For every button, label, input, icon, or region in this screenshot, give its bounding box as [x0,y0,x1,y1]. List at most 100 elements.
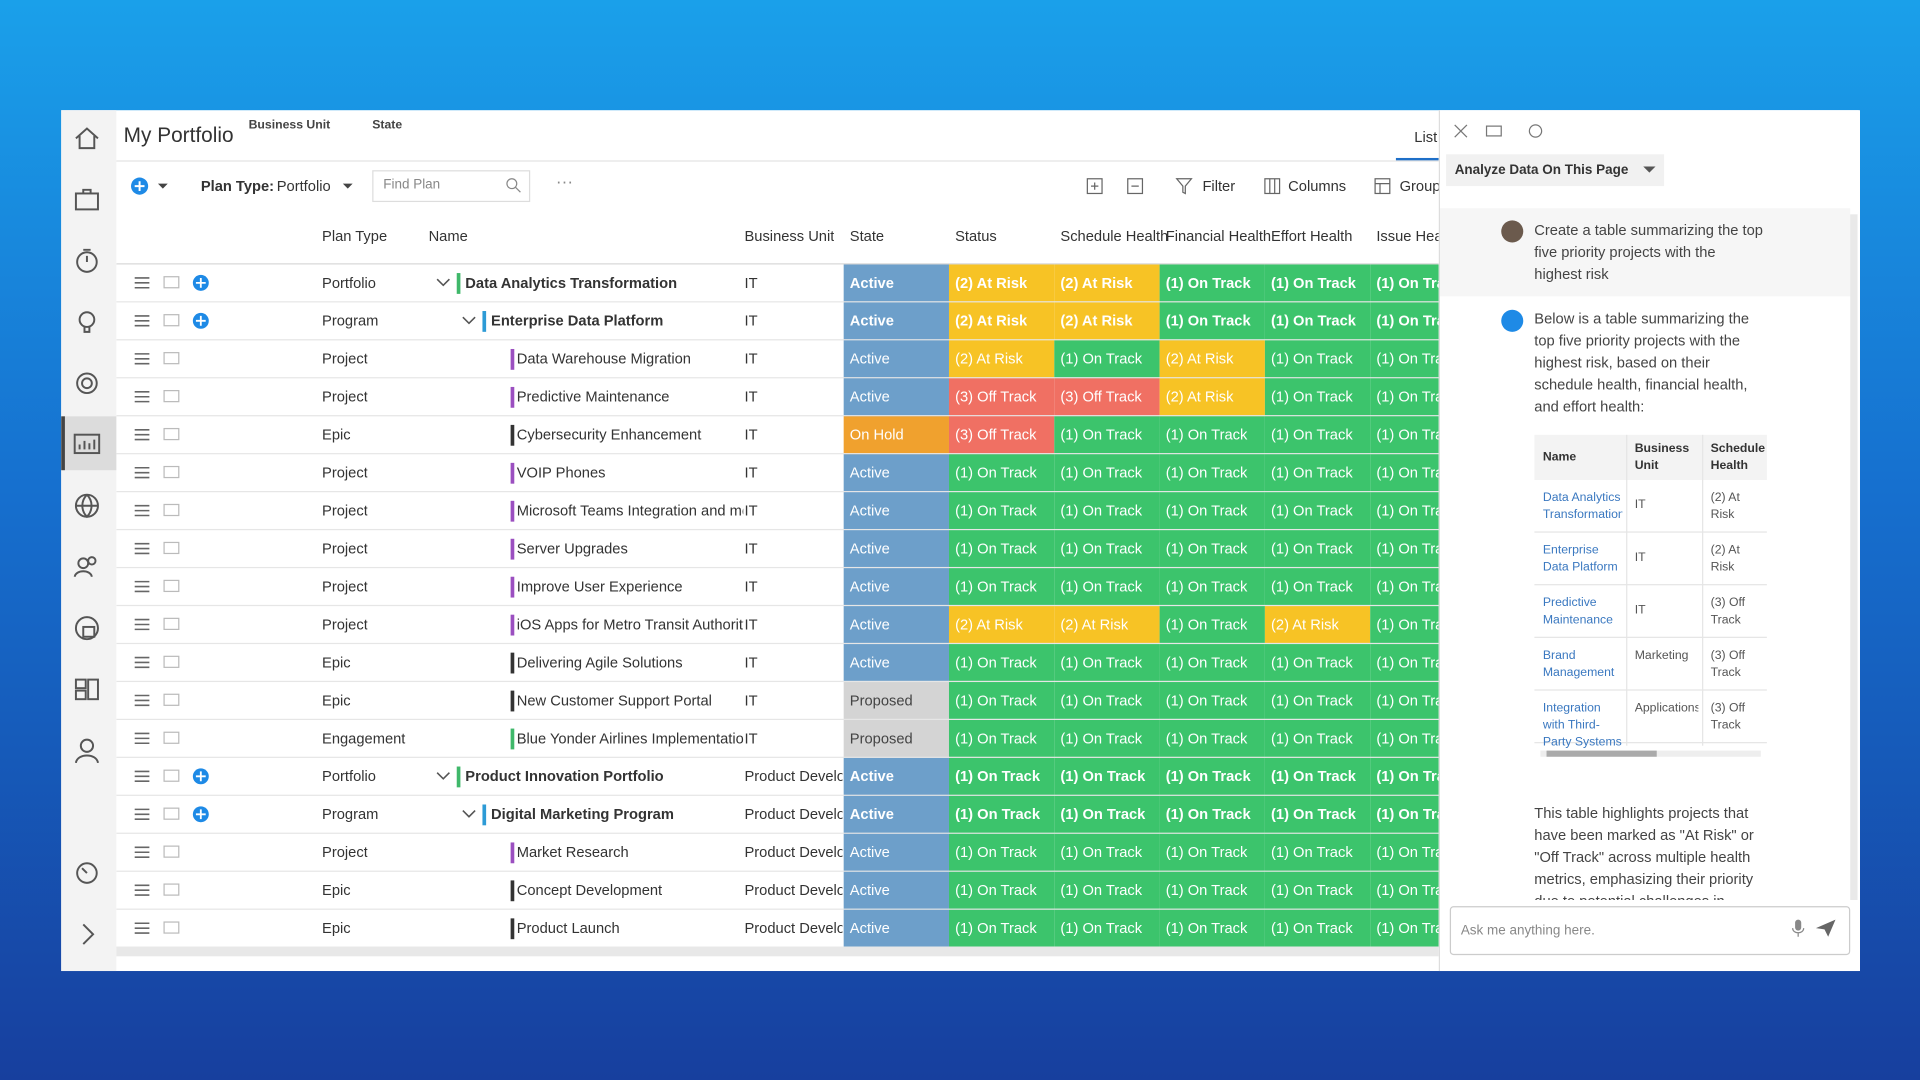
grid-row: Project iOS Apps for Metro Transit Author… [116,606,1439,645]
panel-controls[interactable] [1452,122,1550,139]
row-actions[interactable] [131,530,241,568]
input-actions[interactable] [1789,918,1838,938]
health-cell: (1) On Track [948,644,1055,683]
row-actions[interactable] [131,568,241,606]
table-line [1534,689,1767,691]
clock-icon[interactable] [71,857,103,889]
row-actions[interactable] [131,758,241,796]
health-cell: (1) On Track [948,795,1055,834]
idea-icon[interactable] [71,306,103,338]
plan-name: Enterprise Data Platform [491,312,664,330]
analytics-icon[interactable] [71,612,103,644]
state-cell: Active [843,568,949,607]
business-unit: Product Development [744,805,842,823]
health-cell: (3) Off Track [948,416,1055,455]
column-header: Business Unit [744,227,835,245]
chat-input[interactable] [1449,906,1851,956]
health-cell: (1) On Track [1264,795,1371,834]
briefcase-icon[interactable] [71,184,103,216]
expand-chevron[interactable] [460,796,477,834]
divider [116,160,1439,162]
expand-icon[interactable] [71,918,103,950]
row-actions[interactable] [131,454,241,492]
type-marker [510,690,515,712]
health-cell: (1) On Track [1370,416,1439,455]
filter-button[interactable]: Filter [1202,177,1236,195]
home-icon[interactable] [71,122,103,154]
health-cell: (1) On Track [1054,340,1160,379]
health-cell: (1) On Track [1264,454,1371,493]
search-box[interactable] [372,170,531,203]
health-cell: (1) On Track [1159,606,1265,645]
filter[interactable]: State [372,118,403,133]
columns-button[interactable]: Columns [1288,177,1347,195]
active-nav [61,416,117,471]
health-cell: (1) On Track [1159,720,1265,758]
business-unit: IT [744,312,758,330]
target-icon[interactable] [71,367,103,399]
filter[interactable]: Business Unit [248,118,331,133]
health-cell: (1) On Track [948,871,1055,910]
health-cell: (1) On Track [1264,909,1371,948]
health-cell: (1) On Track [1159,568,1265,607]
table-header: Schedule Health [1710,442,1766,473]
health-cell: (2) At Risk [948,264,1055,303]
state-cell: Active [843,606,949,645]
health-cell: (1) On Track [1264,416,1371,455]
row-actions[interactable] [131,378,241,416]
table-header-bg [1534,434,1767,481]
health-cell: (1) On Track [1264,644,1371,683]
globe-icon[interactable] [71,490,103,522]
row-actions[interactable] [131,606,241,644]
health-cell: (1) On Track [1054,644,1160,683]
health-cell: (1) On Track [1370,340,1439,379]
row-actions[interactable] [131,872,241,910]
type-marker [510,918,515,940]
add-button[interactable] [129,175,173,197]
row-actions[interactable] [131,644,241,682]
expand-chevron[interactable] [435,758,452,796]
type-marker [456,766,461,788]
list-tab[interactable]: List [1395,129,1439,161]
mode-select[interactable] [1446,154,1665,187]
row-actions[interactable] [131,416,241,454]
row-actions[interactable] [131,910,241,948]
state-cell: Active [843,795,949,834]
timer-icon[interactable] [71,245,103,277]
plan-type-value[interactable]: Portfolio [276,177,331,195]
boards-icon[interactable] [71,673,103,705]
more-menu[interactable]: ··· [555,171,574,192]
group-button[interactable]: Group [1399,177,1439,195]
business-unit: IT [744,729,758,747]
health-cell: (1) On Track [1370,795,1439,834]
report-icon[interactable] [71,427,103,459]
business-unit: IT [744,426,758,444]
expand-chevron[interactable] [460,302,477,340]
type-marker [510,462,515,484]
state-cell: Active [843,909,949,948]
user-icon[interactable] [71,735,103,767]
health-cell: (2) At Risk [948,340,1055,379]
dropdown-arrow [342,183,353,189]
health-cell: (1) On Track [1054,492,1160,531]
table-header: Business Unit [1634,442,1690,473]
column-header: Effort Health [1271,227,1353,245]
row-actions[interactable] [131,492,241,530]
health-cell: (2) At Risk [1054,302,1160,341]
filter-icon [1175,178,1193,195]
row-actions[interactable] [131,834,241,872]
row-actions[interactable] [131,796,241,834]
row-actions[interactable] [131,302,241,340]
expand-collapse[interactable] [1086,178,1147,195]
row-actions[interactable] [131,340,241,378]
row-actions[interactable] [131,264,241,302]
people-icon[interactable] [71,551,103,583]
expand-chevron[interactable] [435,264,452,302]
row-actions[interactable] [131,720,241,758]
type-marker [456,273,461,294]
plan-type: Program [322,312,379,330]
row-actions[interactable] [131,682,241,720]
row-line [116,566,1439,569]
health-cell: (1) On Track [1370,720,1439,758]
